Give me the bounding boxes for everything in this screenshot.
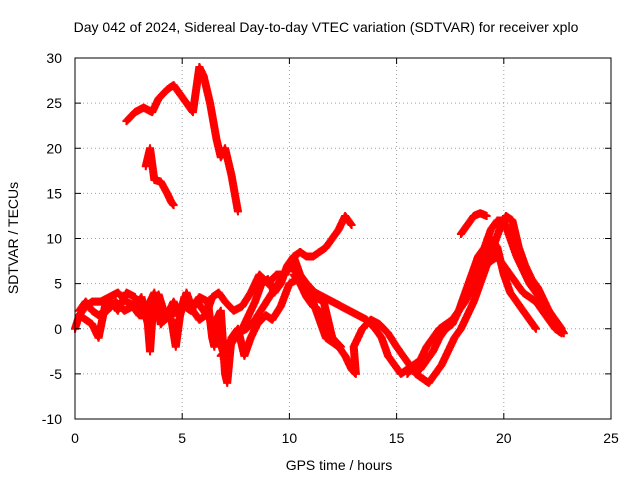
data-point: [557, 329, 566, 338]
chart-title: Day 042 of 2024, Sidereal Day-to-day VTE…: [74, 19, 579, 35]
data-marks: [71, 63, 568, 387]
y-tick-label: 5: [54, 276, 62, 292]
x-tick-label: 20: [496, 430, 512, 446]
y-tick-label: -10: [42, 411, 62, 427]
y-tick-label: -5: [50, 366, 63, 382]
y-tick-label: 0: [54, 321, 62, 337]
x-tick-label: 5: [178, 430, 186, 446]
y-tick-label: 15: [46, 185, 62, 201]
data-point: [169, 201, 178, 210]
x-tick-label: 15: [389, 430, 405, 446]
series-track-b: [141, 144, 178, 210]
x-axis-label: GPS time / hours: [286, 457, 393, 473]
series-track-a: [122, 63, 242, 216]
series-track-i: [456, 209, 491, 238]
data-point: [531, 324, 540, 333]
data-point: [347, 220, 356, 229]
series-track-j: [474, 252, 566, 338]
x-tick-label: 10: [282, 430, 298, 446]
x-tick-label: 25: [603, 430, 619, 446]
y-tick-label: 20: [46, 140, 62, 156]
y-tick-label: 25: [46, 95, 62, 111]
y-tick-label: 10: [46, 231, 62, 247]
y-tick-label: 30: [46, 50, 62, 66]
grid-layer: [75, 58, 611, 419]
data-point: [233, 207, 242, 216]
y-axis-label: SDTVAR / TECUs: [5, 182, 21, 294]
data-point: [482, 211, 491, 220]
x-tick-label: 0: [71, 430, 79, 446]
series-track-g: [289, 211, 568, 387]
axis-ticks: 0 5 10 15 20 25 -10 -5 0 5 10 15 20 25 30: [42, 50, 619, 446]
